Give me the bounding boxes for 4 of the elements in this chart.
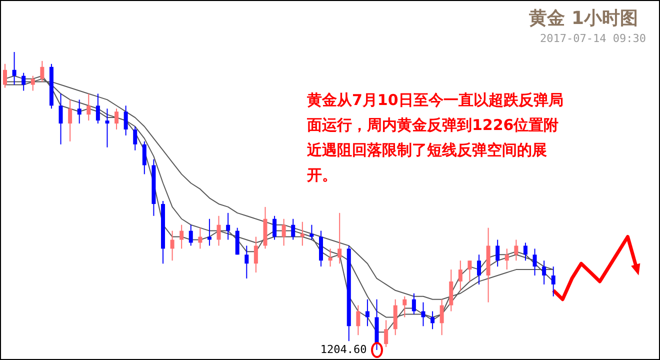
annotation: 1204.60 (320, 342, 367, 356)
chart-subtitle: 2017-07-14 09:30 (540, 32, 646, 45)
chart-title: 黄金 1小时图 (529, 7, 638, 30)
annotation: 黄金从7月10日至今一直以超跌反弹局面运行，周内黄金反弹到1226位置附近遇阻回落限制了短线反弹空间的展开。 (307, 90, 564, 186)
